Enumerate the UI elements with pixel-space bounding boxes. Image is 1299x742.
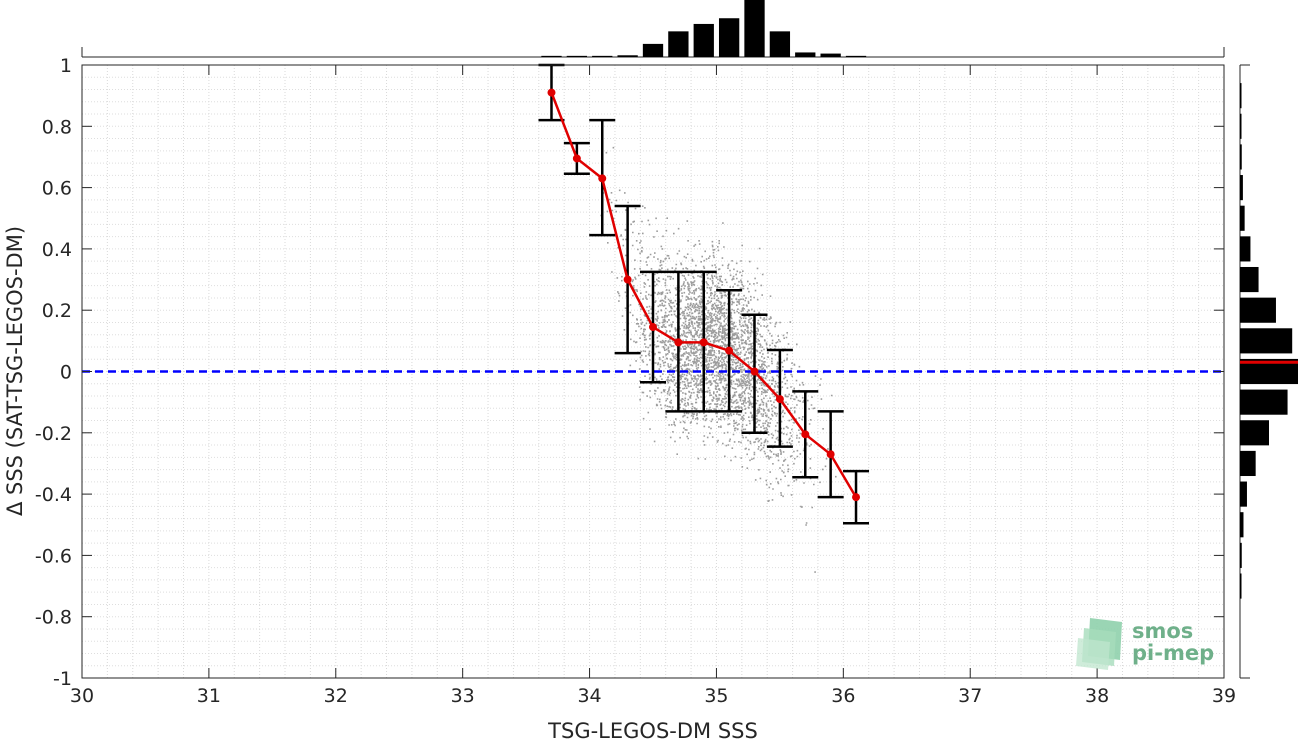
x-hist-bar [744,0,765,57]
y-hist-bar [1240,481,1247,507]
mean-point [649,323,657,332]
mean-point [852,493,861,502]
y-tick-label: 0 [60,362,72,384]
y-hist-bar [1240,389,1288,415]
y-hist-bar [1240,573,1242,599]
scatter-cloud [600,146,837,573]
mean-point [801,430,810,439]
x-tick-label: 39 [1212,685,1236,707]
axes: 30 31 32 33 34 35 36 37 38 39 -1 -0.8 -0.6 -0.4 -0.2 0 0… [35,55,1236,707]
y-hist-bar [1240,297,1276,323]
y-axis-label: Δ SSS (SAT-TSG-LEGOS-DM) [3,226,27,516]
y-hist-bar [1240,450,1256,477]
x-hist-bar [642,43,664,57]
x-histogram [81,0,1225,58]
y-tick-label: 0.8 [42,116,72,138]
y-hist-bar [1240,328,1293,354]
x-hist-bar [820,53,841,57]
x-hist-bar [592,55,613,57]
y-hist-bar [1240,113,1242,139]
x-tick-label: 35 [704,685,728,707]
y-tick-label: 1 [60,55,72,77]
x-hist-bar [693,23,714,57]
x-tick-label: 38 [1085,685,1109,707]
mean-point [572,154,581,163]
y-tick-label: -1 [53,668,72,690]
y-tick-label: -0.2 [35,423,72,445]
x-hist-bar [845,55,867,57]
y-hist-bar [1240,205,1245,231]
x-tick-label: 36 [831,685,855,707]
scatter-points [600,146,837,573]
x-tick-label: 33 [451,685,475,707]
y-tick-label: -0.4 [35,484,72,506]
y-hist-bar [1240,236,1251,262]
y-hist-bar [1240,175,1243,201]
y-tick-label: 0.6 [42,178,72,200]
y-hist-bar [1240,512,1244,538]
error-bars [538,63,870,525]
logo-line-1: smos [1132,619,1193,643]
x-tick-label: 32 [324,685,348,707]
mean-point [750,367,759,376]
mean-point [725,346,734,355]
mean-point [699,338,708,347]
binned-mean-line [547,88,861,502]
x-hist-bar [541,55,562,57]
y-hist-bar [1240,266,1259,293]
x-tick-label: 34 [577,685,601,707]
x-hist-bar [668,31,689,57]
mean-point [775,395,784,404]
y-tick-label: 0.2 [42,300,72,322]
y-tick-label: 0.4 [42,239,72,261]
y-hist-bar [1240,542,1242,568]
x-hist-bar [795,52,816,57]
x-tick-label: 30 [70,685,94,707]
y-hist-bar [1240,420,1269,446]
mean-point [623,275,632,284]
y-tick-label: -0.8 [35,607,72,629]
y-hist-bar [1240,83,1242,109]
y-hist-bar [1240,144,1242,170]
logo-line-2: pi-mep [1132,641,1214,665]
x-tick-label: 31 [197,685,221,707]
x-hist-bar [617,55,638,57]
logo-mark [1076,618,1122,670]
y-tick-label: -0.6 [35,545,72,567]
mean-point [674,338,683,347]
x-hist-bar [718,18,740,58]
mean-point [547,88,556,97]
x-hist-bar [566,55,588,57]
mean-point [826,450,835,459]
smos-pimep-logo: smos pi-mep [1076,618,1214,670]
x-tick-label: 37 [958,685,982,707]
y-histogram [1239,64,1298,679]
x-axis-label: TSG-LEGOS-DM SSS [547,719,758,742]
x-hist-bar [769,31,791,57]
mean-point [598,174,607,183]
